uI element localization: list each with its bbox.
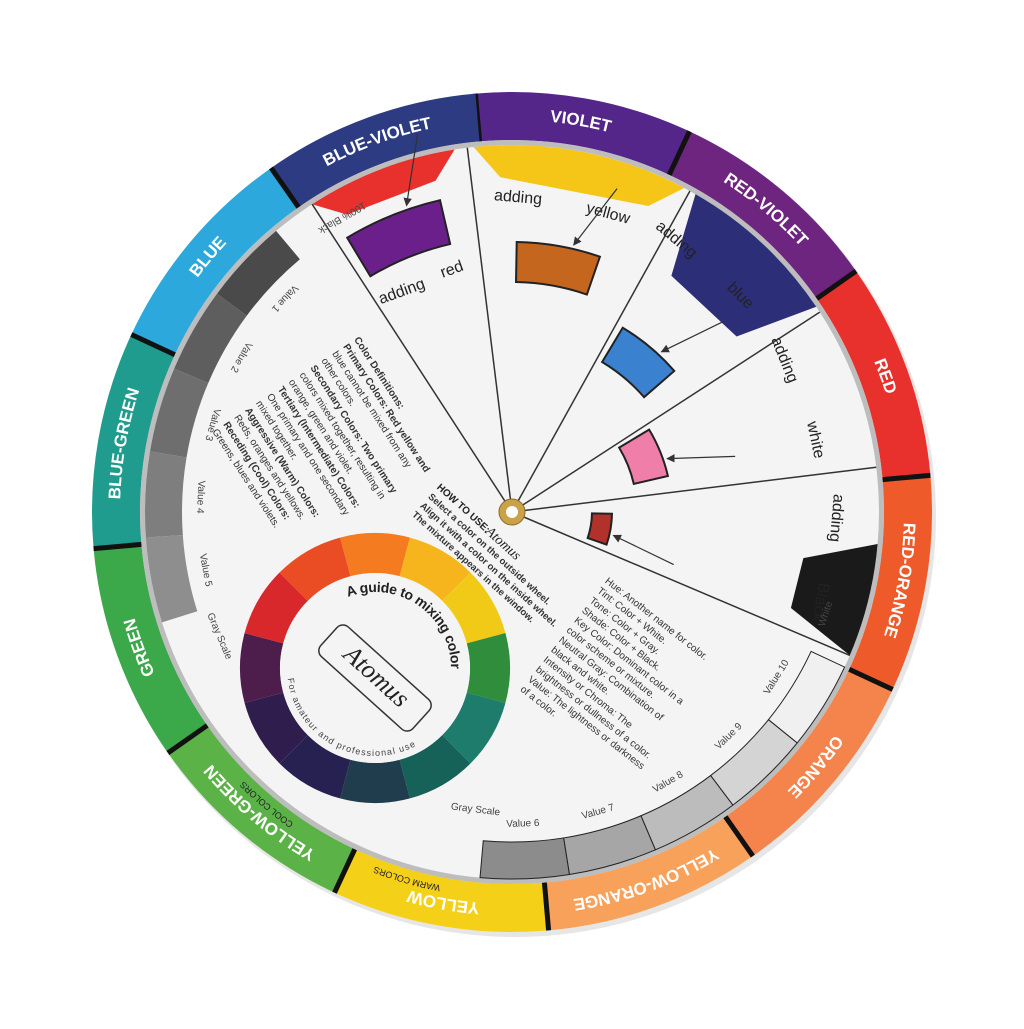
hue-divider — [848, 666, 894, 692]
guide-segment — [442, 692, 506, 764]
wedge-line — [511, 311, 821, 513]
mixing-window — [586, 512, 614, 546]
wedge-line — [511, 466, 877, 513]
mixing-window — [617, 428, 670, 486]
selector-tab — [473, 145, 685, 206]
hue-segment — [167, 725, 355, 893]
hue-divider — [666, 130, 692, 176]
mixing-window — [514, 241, 602, 296]
selector-tab — [671, 194, 817, 337]
hue-segment — [816, 271, 931, 480]
hue-divider — [332, 848, 358, 894]
mixing-window — [600, 326, 676, 399]
hue-divider — [166, 723, 209, 755]
window-color: Black — [808, 581, 832, 623]
grommet-hole — [506, 506, 518, 518]
guide-segment — [279, 735, 351, 799]
guide-segment — [399, 735, 471, 799]
guide-segment — [244, 572, 308, 644]
hue-segment — [849, 475, 933, 690]
guide-segment — [399, 537, 471, 601]
hue-divider — [541, 882, 552, 931]
guide-segment — [239, 633, 284, 703]
gray-swatch — [479, 837, 570, 880]
gray-swatch — [145, 535, 198, 623]
window-adding: adding — [826, 493, 847, 542]
hue-segment — [725, 669, 893, 857]
gray-swatch — [145, 451, 187, 538]
guide-segment — [442, 572, 506, 644]
window-arrow — [573, 188, 618, 246]
hue-divider — [130, 332, 176, 358]
hue-divider — [815, 269, 858, 301]
window-arrow — [666, 454, 736, 463]
selector-tab — [790, 543, 878, 656]
gray-value-label: Value 6 — [506, 818, 540, 830]
gray-swatch — [150, 368, 209, 458]
wedge-line — [311, 203, 513, 513]
brand-box — [318, 624, 432, 732]
window-arrow — [660, 320, 725, 353]
gray-swatch — [174, 293, 247, 384]
mixing-window — [345, 199, 452, 278]
wedge-line — [511, 511, 851, 657]
guide-center — [280, 573, 470, 763]
wedge-line — [466, 147, 513, 513]
guide-segment — [340, 759, 410, 803]
window-arrow — [612, 534, 674, 566]
window-color: red — [438, 258, 466, 282]
hue-segment — [93, 544, 208, 753]
gray-swatch — [216, 230, 300, 316]
hue-divider — [269, 166, 301, 209]
wedge-line — [511, 190, 691, 513]
hue-segment — [92, 334, 175, 549]
hue-segment — [544, 816, 753, 931]
hue-segment — [131, 167, 299, 355]
window-adding: adding — [493, 187, 542, 208]
hue-divider — [723, 815, 755, 858]
hue-segment — [334, 849, 549, 932]
guide-segment — [244, 692, 308, 764]
guide-segment — [466, 633, 510, 703]
hue-divider — [882, 472, 931, 483]
window-arrow — [403, 133, 419, 207]
gray-value-label: Value 4 — [194, 480, 207, 514]
hue-segment — [669, 131, 857, 299]
hue-segment — [271, 93, 480, 208]
hue-segment — [475, 92, 690, 175]
guide-segment — [279, 537, 351, 601]
hue-divider — [93, 541, 142, 552]
guide-segment — [340, 533, 410, 577]
selector-tab — [312, 149, 455, 215]
